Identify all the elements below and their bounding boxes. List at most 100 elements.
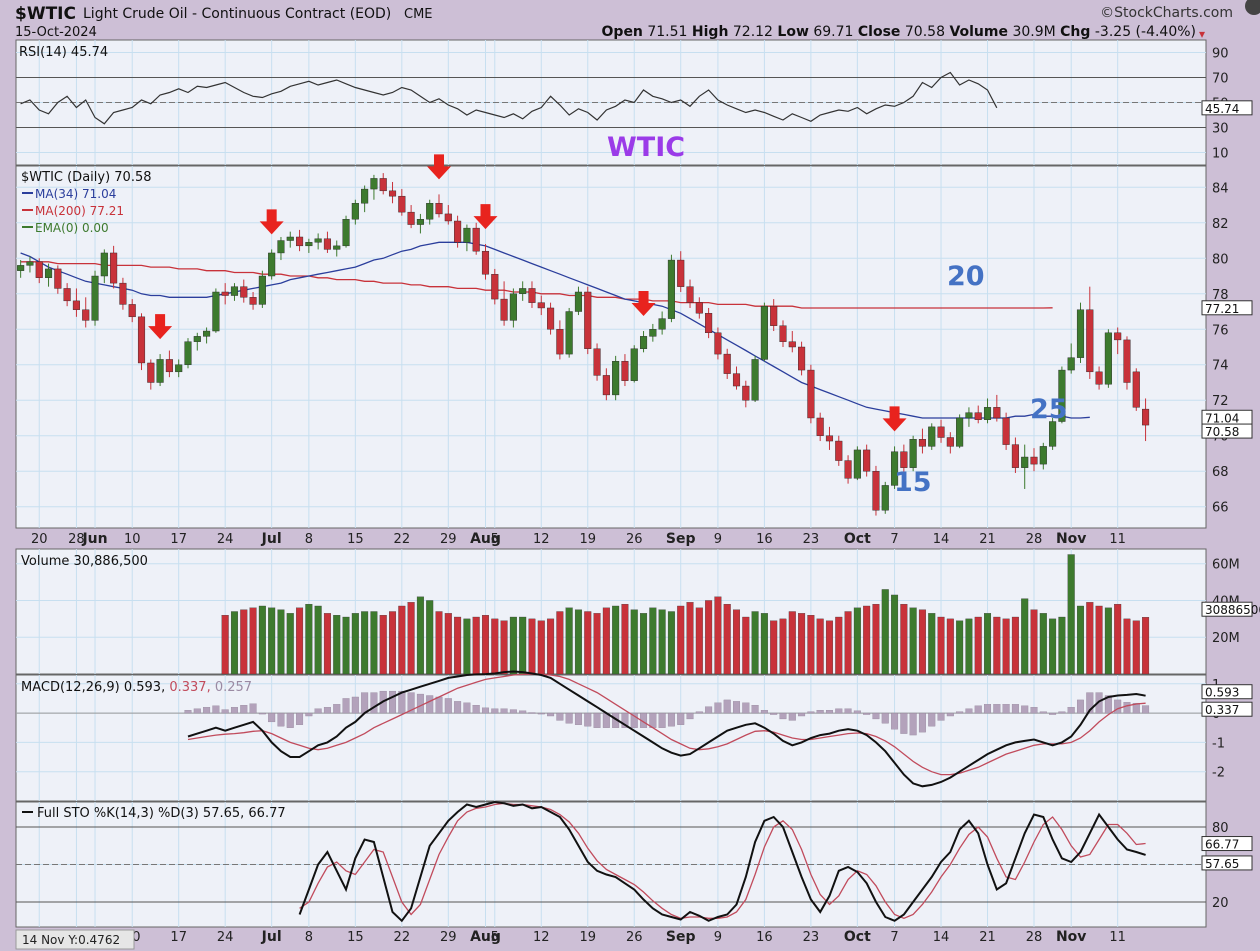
candle-body-84 [798, 346, 806, 371]
macd-hist-bar-32 [481, 707, 489, 714]
volume-bar-25 [454, 616, 462, 675]
volume-bar-13 [342, 616, 350, 675]
price-xtick-6: Jul [261, 531, 282, 547]
volume-bar-41 [602, 607, 610, 675]
macd-hist-bar-62 [760, 710, 768, 714]
price-xtick-3: 10 [124, 532, 141, 547]
volume-bar-24 [444, 613, 452, 675]
macd-hist-bar-80 [928, 712, 936, 727]
bottom-xtick-23: 21 [979, 930, 996, 945]
candle-body-57 [547, 307, 555, 330]
candle-body-39 [379, 178, 387, 192]
volume-bar-49 [677, 605, 685, 675]
candle-body-8 [91, 275, 99, 321]
volume-bar-60 [779, 618, 787, 675]
macd-hist-bar-34 [500, 708, 508, 714]
macd-hist-bar-98 [1095, 692, 1103, 714]
bottom-xtick-20: Oct [844, 929, 871, 945]
macd-hist-bar-0 [184, 710, 192, 714]
volume-bar-38 [574, 609, 582, 675]
volume-bar-77 [937, 616, 945, 675]
price-ytick-9: 84 [1212, 181, 1229, 196]
macd-hist-bar-40 [556, 712, 564, 721]
legend-entry-0: MA(34) 71.04 [35, 187, 116, 201]
candle-body-60 [574, 291, 583, 312]
rsi-line [20, 71, 998, 125]
price-xtick-17: 9 [714, 532, 722, 547]
candle-body-44 [426, 203, 434, 220]
candle-body-7 [82, 309, 90, 321]
candle-body-42 [407, 211, 415, 225]
volume-ytick-2: 20M [1212, 631, 1240, 646]
volume-bar-22 [426, 600, 434, 675]
volume-bar-51 [695, 607, 703, 675]
price-xtick-16: Sep [666, 531, 696, 547]
volume-value-tag: 30886500 [1205, 603, 1260, 617]
volume-bar-69 [863, 605, 871, 675]
volume-bar-81 [974, 616, 982, 675]
volume-bar-3 [249, 607, 257, 675]
macd-hist-bar-48 [630, 712, 638, 728]
candle-body-51 [491, 274, 499, 300]
wtic-annotation: WTIC [607, 132, 685, 163]
corner-button-icon[interactable] [1245, 0, 1260, 15]
rsi-ytick-0: 90 [1212, 47, 1229, 62]
macd-hist-bar-102 [1132, 702, 1140, 714]
candle-body-113 [1067, 357, 1075, 371]
macd-hist-bar-91 [1030, 707, 1038, 714]
ma200-value-tag: 77.21 [1205, 302, 1239, 316]
macd-hist-bar-101 [1123, 702, 1131, 714]
macd-hist-bar-76 [891, 712, 899, 730]
candle-body-89 [844, 460, 852, 479]
candle-body-74 [705, 313, 713, 334]
macd-hist-bar-28 [444, 698, 452, 714]
macd-hist-bar-90 [1021, 705, 1029, 714]
candle-body-94 [891, 451, 899, 486]
symbol: $WTIC [15, 4, 76, 24]
bottom-xtick-12: 5 [491, 930, 499, 945]
candle-body-101 [956, 417, 964, 447]
sto-title: Full STO %K(14,3) %D(3) 57.65, 66.77 [37, 806, 286, 821]
volume-bar-70 [872, 603, 880, 675]
candle-body-37 [361, 188, 369, 204]
candle-body-35 [342, 219, 350, 247]
volume-bar-94 [1095, 605, 1103, 675]
macd-panel-frame [15, 674, 1207, 802]
volume-bar-26 [463, 618, 471, 675]
symbol-description: Light Crude Oil - Continuous Contract (E… [83, 6, 391, 22]
price-xtick-7: 8 [305, 532, 313, 547]
candle-body-95 [900, 451, 908, 468]
price-xtick-21: 7 [890, 532, 898, 547]
candle-body-25 [249, 297, 257, 305]
sto-ytick-2: 20 [1212, 896, 1229, 911]
bottom-xtick-7: 8 [305, 930, 313, 945]
candle-body-52 [500, 298, 508, 321]
macd-hist-bar-7 [249, 703, 257, 714]
volume-bar-47 [658, 609, 666, 675]
volume-bar-85 [1011, 616, 1019, 675]
volume-bar-88 [1039, 613, 1047, 675]
volume-bar-8 [296, 607, 304, 675]
candle-body-32 [314, 238, 322, 243]
brand: ©StockCharts.com [1100, 5, 1233, 21]
ma200-line [20, 261, 1053, 309]
bottom-xtick-18: 16 [756, 930, 773, 945]
macd-hist-bar-57 [714, 702, 722, 714]
candle-body-0 [17, 265, 25, 271]
volume-bar-56 [742, 616, 750, 675]
volume-bar-46 [649, 607, 657, 675]
bottom-xtick-26: 11 [1109, 930, 1126, 945]
price-xtick-22: 14 [933, 532, 950, 547]
volume-bar-18 [389, 611, 397, 675]
red-arrow-icon-1 [259, 209, 284, 235]
bottom-xtick-21: 7 [890, 930, 898, 945]
macd-hist-bar-9 [268, 712, 276, 723]
macd-hist-bar-67 [807, 711, 815, 714]
macd-hist-bar-74 [872, 712, 880, 720]
price-ytick-1: 68 [1212, 465, 1229, 480]
macd-signal-tag: 0.337 [1205, 703, 1239, 717]
candle-body-68 [649, 329, 657, 337]
macd-hist-bar-77 [900, 712, 908, 734]
candle-body-118 [1114, 332, 1122, 341]
candle-body-49 [472, 227, 480, 252]
